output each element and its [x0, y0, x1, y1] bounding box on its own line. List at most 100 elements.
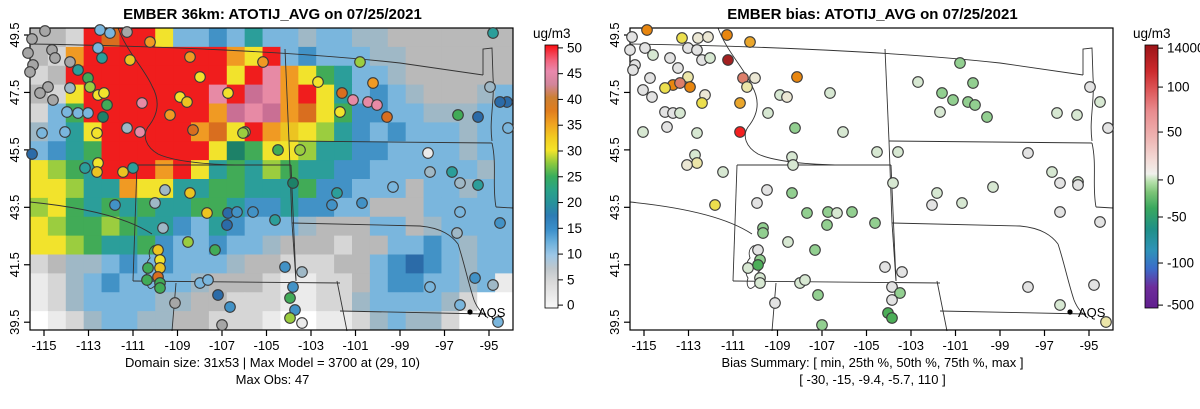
bias-map-title: EMBER bias: ATOTIJ_AVG on 07/25/2021 [727, 6, 1018, 23]
obs-point [334, 106, 346, 118]
obs-point [659, 82, 671, 94]
obs-point [691, 127, 703, 139]
obs-point [124, 54, 136, 66]
obs-point [926, 199, 938, 211]
obs-point [61, 106, 73, 118]
obs-point [637, 84, 649, 96]
obs-point [691, 157, 703, 169]
obs-point [64, 82, 76, 94]
obs-point [72, 64, 84, 76]
obs-point [134, 126, 146, 138]
obs-point [212, 289, 224, 301]
colorbar-tick-label: 10 [567, 247, 582, 262]
obs-point [312, 76, 324, 88]
obs-point [967, 77, 979, 89]
obs-point [72, 107, 84, 119]
obs-point [824, 87, 836, 99]
y-tick-label: 45.5 [607, 137, 622, 162]
obs-point [141, 274, 153, 286]
colorbar-tick-label: -500 [1167, 298, 1194, 313]
x-tick-label: -97 [1035, 338, 1054, 353]
obs-point [469, 272, 481, 284]
obs-points [624, 24, 1114, 331]
obs-point [646, 91, 658, 103]
obs-point [487, 279, 499, 291]
obs-point [109, 199, 121, 211]
obs-point [387, 181, 399, 193]
obs-point [809, 244, 821, 256]
obs-point [752, 259, 764, 271]
obs-point [934, 106, 946, 118]
max-obs-caption: Max Obs: 47 [235, 372, 310, 387]
obs-point [181, 96, 193, 108]
x-tick-label: -109 [764, 338, 790, 353]
colorbar-tick-label: 5 [567, 272, 575, 287]
obs-point [237, 127, 249, 139]
obs-point [59, 126, 71, 138]
obs-point [26, 148, 38, 160]
aqs-legend-label: AQS [478, 305, 506, 320]
colorbar-tick-label: 45 [567, 66, 582, 81]
obs-point [954, 57, 966, 69]
colorbar-gradient [544, 44, 559, 309]
obs-point [221, 219, 233, 231]
obs-point [816, 319, 828, 331]
obs-point [209, 244, 221, 256]
y-tick-label: 43.5 [607, 195, 622, 220]
obs-point [702, 31, 714, 43]
obs-point [136, 97, 148, 109]
obs-point [742, 262, 754, 274]
obs-point [931, 187, 943, 199]
obs-point [896, 266, 908, 278]
obs-point [734, 97, 746, 109]
obs-point [869, 217, 881, 229]
y-tick-label: 45.5 [7, 137, 22, 162]
obs-point [1084, 81, 1096, 93]
obs-point [871, 146, 883, 158]
obs-point [956, 197, 968, 209]
obs-point [892, 146, 904, 158]
obs-point [452, 109, 464, 121]
colorbar-tick-label: 0 [567, 298, 575, 313]
obs-point [709, 199, 721, 211]
obs-point [284, 292, 296, 304]
obs-point [1072, 179, 1084, 191]
y-tick-label: 47.5 [607, 80, 622, 105]
obs-point [1046, 166, 1058, 178]
obs-point [354, 56, 366, 68]
obs-point [626, 31, 638, 43]
obs-point [722, 54, 734, 66]
obs-point [936, 87, 948, 99]
obs-point [647, 49, 659, 61]
obs-point [751, 197, 763, 209]
obs-point [1054, 177, 1066, 189]
obs-point [187, 124, 199, 136]
obs-point [782, 236, 794, 248]
obs-point [36, 127, 48, 139]
state-borders [29, 27, 514, 332]
obs-point [734, 126, 746, 138]
model-map-panel: -115 -113 -111 -109 -107 -105 -103 -101 -99 -97 -9… [7, 22, 582, 353]
obs-point [502, 122, 514, 134]
obs-point [1094, 96, 1106, 108]
obs-point [184, 51, 196, 63]
obs-point [121, 26, 133, 38]
obs-point [98, 87, 110, 99]
x-tick-label: -95 [480, 338, 499, 353]
x-tick-label: -111 [121, 338, 145, 353]
obs-point [717, 166, 729, 178]
obs-point [831, 207, 843, 219]
obs-point [454, 177, 466, 189]
obs-point [886, 294, 898, 306]
x-tick-label: -99 [391, 338, 410, 353]
x-tick-label: -109 [164, 338, 190, 353]
obs-point [1051, 107, 1063, 119]
obs-point [886, 281, 898, 293]
x-tick-label: -115 [631, 338, 656, 353]
obs-point [887, 177, 899, 189]
obs-point [787, 159, 799, 171]
obs-point [644, 72, 656, 84]
obs-point [492, 316, 504, 328]
obs-point [1022, 281, 1034, 293]
obs-point [1088, 279, 1100, 291]
